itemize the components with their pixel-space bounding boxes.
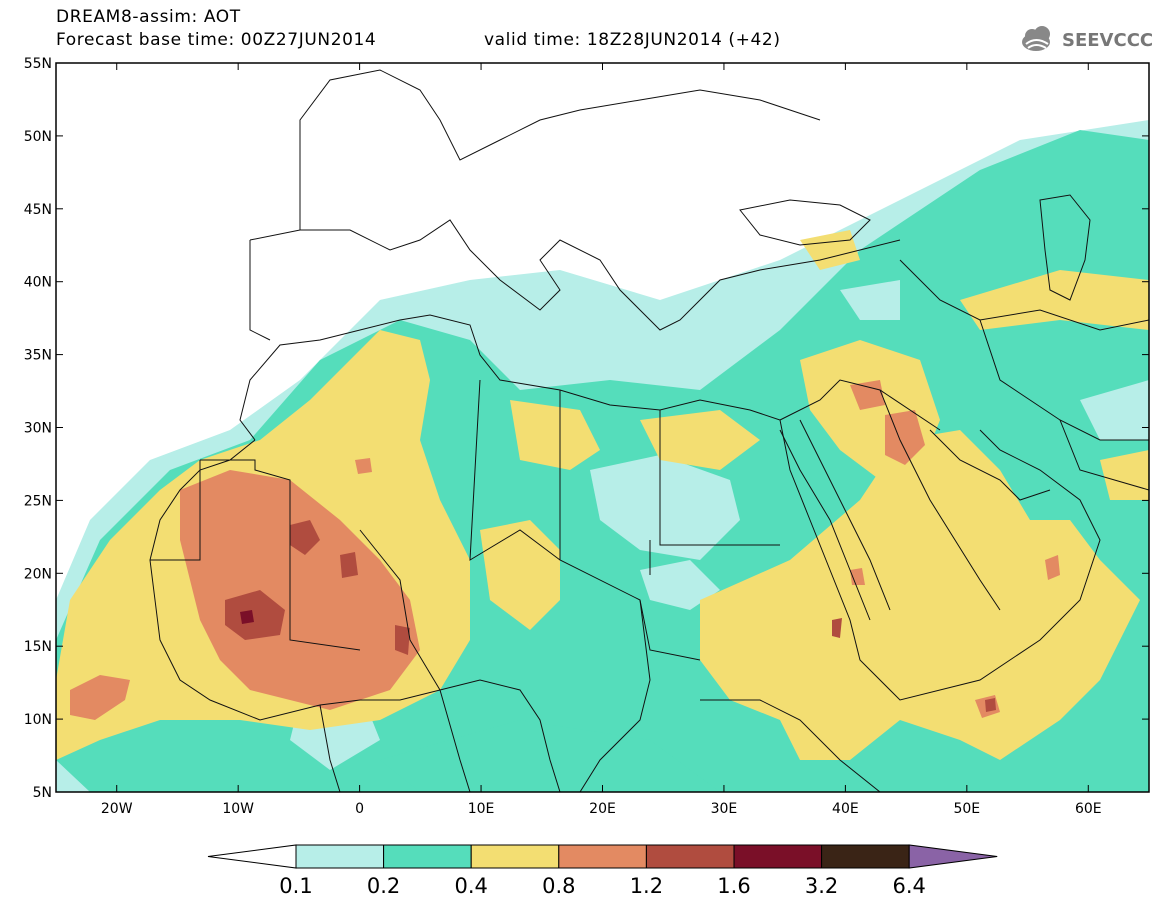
lat-tick-label: 40N: [24, 275, 52, 291]
seevccc-logo: SEEVCCC: [1022, 26, 1153, 51]
forecast-times: Forecast base time: 00Z27JUN2014 valid ti…: [56, 30, 780, 50]
lon-tick-label: 40E: [832, 801, 859, 817]
lat-tick-label: 45N: [24, 202, 52, 218]
latitude-axis: 5N 10N 15N 20N 25N 30N 35N 40N 45N 50N 55N: [24, 56, 1149, 801]
lat-tick-label: 30N: [24, 421, 52, 437]
lat-tick-label: 15N: [24, 639, 52, 655]
lat-tick-label: 50N: [24, 129, 52, 145]
lon-tick-label: 10W: [222, 801, 254, 817]
aot-band-1.2: [225, 520, 996, 712]
longitude-axis: 20W 10W 0 10E 20E 30E 40E 50E 60E: [101, 63, 1102, 817]
lat-tick-label: 55N: [24, 56, 52, 72]
logo-text: SEEVCCC: [1062, 30, 1153, 51]
lon-tick-label: 30E: [711, 801, 738, 817]
lon-tick-label: 60E: [1075, 801, 1102, 817]
valid-time: valid time: 18Z28JUN2014 (+42): [484, 30, 781, 50]
coastlines-borders: [149, 69, 1149, 792]
lat-tick-label: 10N: [24, 712, 52, 728]
lon-tick-label: 20E: [589, 801, 616, 817]
lat-tick-label: 20N: [24, 566, 52, 582]
lon-tick-label: 50E: [953, 801, 980, 817]
lon-tick-label: 20W: [101, 801, 133, 817]
aot-band-1.6: [240, 610, 254, 624]
lat-tick-label: 5N: [33, 785, 52, 801]
aot-field: [56, 63, 1149, 792]
lat-tick-label: 35N: [24, 348, 52, 364]
forecast-base-time: Forecast base time: 00Z27JUN2014: [56, 30, 377, 50]
lon-tick-label: 10E: [468, 801, 495, 817]
lon-tick-label: 0: [355, 801, 364, 817]
lat-tick-label: 25N: [24, 493, 52, 509]
map-title: DREAM8-assim: AOT: [56, 7, 241, 27]
cloud-icon: [1022, 26, 1050, 51]
